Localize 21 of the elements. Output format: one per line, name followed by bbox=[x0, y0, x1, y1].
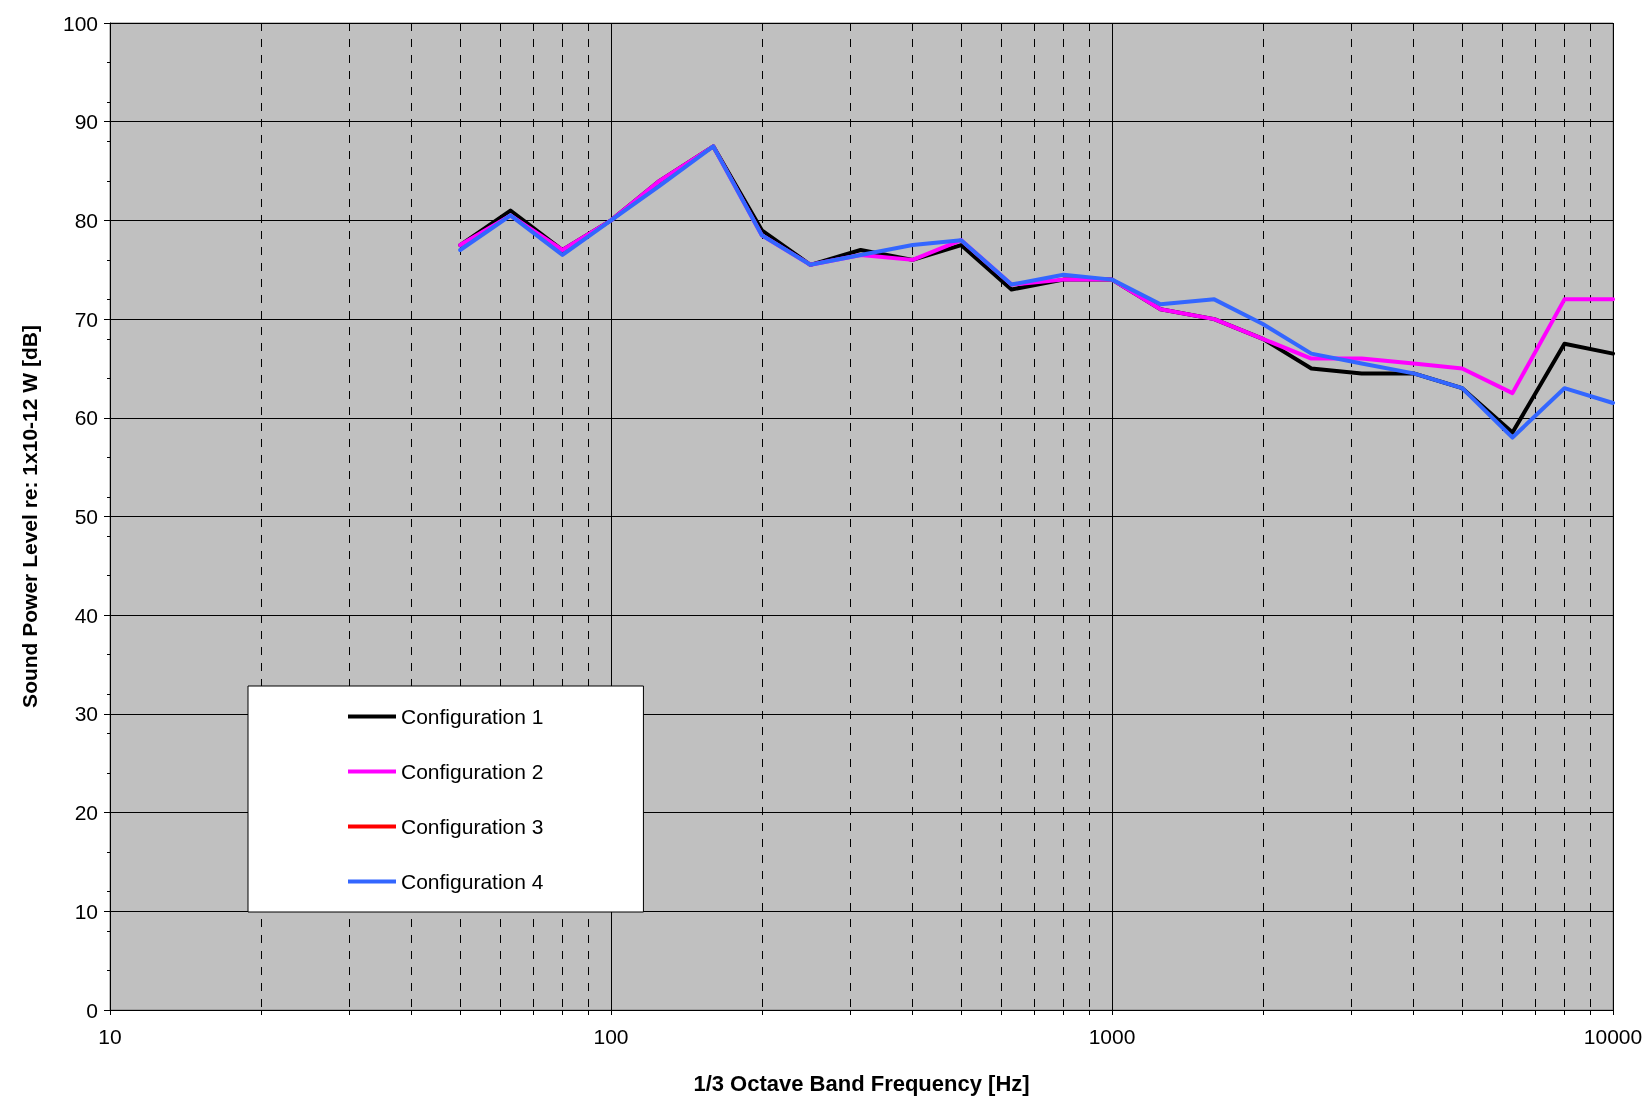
legend-label: Configuration 2 bbox=[401, 760, 544, 783]
y-tick-label: 70 bbox=[74, 307, 98, 331]
y-tick-label: 0 bbox=[86, 998, 98, 1022]
y-tick-label: 100 bbox=[62, 11, 98, 35]
y-tick-label: 50 bbox=[74, 505, 98, 528]
legend-label: Configuration 1 bbox=[401, 705, 544, 728]
legend-label: Configuration 4 bbox=[401, 870, 544, 893]
x-axis-title: 1/3 Octave Band Frequency [Hz] bbox=[693, 1070, 1030, 1096]
y-tick-label: 60 bbox=[74, 406, 98, 430]
x-tick-label: 1000 bbox=[1088, 1025, 1136, 1048]
legend-label: Configuration 3 bbox=[401, 815, 544, 838]
y-tick-label: 20 bbox=[74, 801, 98, 825]
x-tick-label: 100 bbox=[593, 1025, 629, 1048]
y-axis-title: Sound Power Level re: 1x10-12 W [dB] bbox=[18, 325, 41, 708]
x-tick-label: 10000 bbox=[1583, 1025, 1643, 1048]
y-tick-label: 30 bbox=[74, 702, 98, 726]
y-tick-label: 40 bbox=[74, 603, 98, 627]
y-tick-label: 10 bbox=[74, 899, 98, 923]
x-tick-label: 10 bbox=[98, 1025, 122, 1048]
y-tick-label: 80 bbox=[74, 208, 98, 232]
y-tick-label: 90 bbox=[74, 110, 98, 134]
